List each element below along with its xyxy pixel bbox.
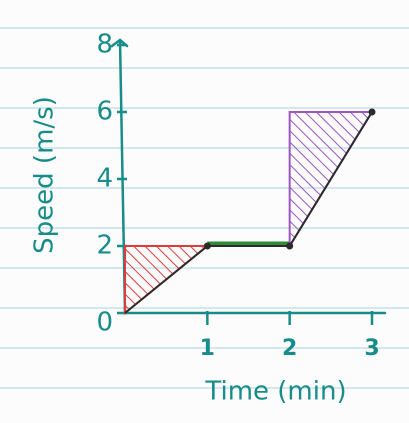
y-tick-label: 8	[96, 30, 113, 60]
chart: Time (min) Speed (m/s) 0 2 4 6 8 1 2 3	[0, 0, 409, 423]
point	[204, 243, 211, 250]
x-tick-label: 1	[200, 336, 215, 361]
page: {"chart_data": {"type": "line", "x_label…	[0, 0, 409, 423]
y-tick-label: 6	[96, 97, 113, 127]
y-tick-label: 4	[96, 164, 113, 194]
point	[286, 243, 293, 250]
y-tick-label: 2	[96, 231, 113, 261]
y-tick-label: 0	[96, 308, 113, 338]
x-tick-label: 2	[282, 336, 297, 361]
point	[369, 109, 376, 116]
paper-lines	[0, 28, 409, 388]
x-axis-label: Time (min)	[204, 377, 346, 407]
x-tick-label: 3	[364, 336, 379, 361]
y-axis-label: Speed (m/s)	[30, 96, 60, 254]
